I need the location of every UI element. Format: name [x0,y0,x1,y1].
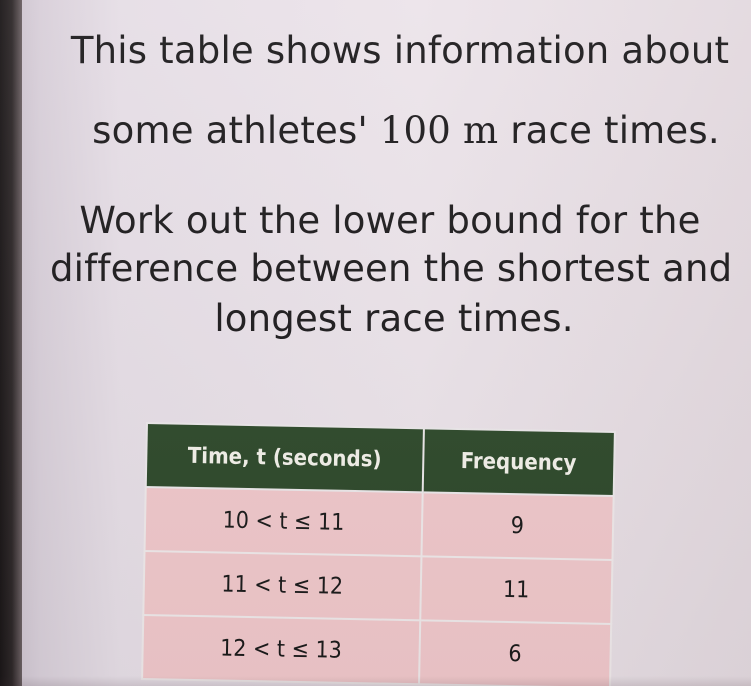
table-row: 10 < t ≤ 11 9 [144,487,614,560]
time-cell: 11 < t ≤ 12 [143,550,422,621]
question-line-2-start: some athletes' [92,109,380,152]
table-header-row: Time, t (seconds) Frequency [145,423,615,496]
screen-edge [0,0,22,686]
frequency-cell: 9 [421,492,614,560]
question-line-3: Work out the lower bound for the [79,199,701,242]
question-line-4: difference between the shortest and [50,247,733,290]
bottom-shadow [0,676,751,686]
time-cell: 12 < t ≤ 13 [142,614,420,685]
question-line-5: longest race times. [214,297,574,340]
question-line-2: some athletes' 100 m race times. [76,108,736,154]
frequency-table: Time, t (seconds) Frequency 10 < t ≤ 11 … [141,422,616,686]
question-line-2-end: race times. [498,109,720,152]
frequency-cell: 11 [419,556,613,624]
header-time: Time, t (seconds) [145,423,424,493]
header-frequency: Frequency [422,428,615,496]
time-cell: 10 < t ≤ 11 [144,487,423,557]
race-times-table: Time, t (seconds) Frequency 10 < t ≤ 11 … [141,422,616,686]
table-row: 11 < t ≤ 12 11 [143,550,613,624]
question-line-1: This table shows information about [70,29,730,72]
race-distance: 100 m [379,109,499,152]
